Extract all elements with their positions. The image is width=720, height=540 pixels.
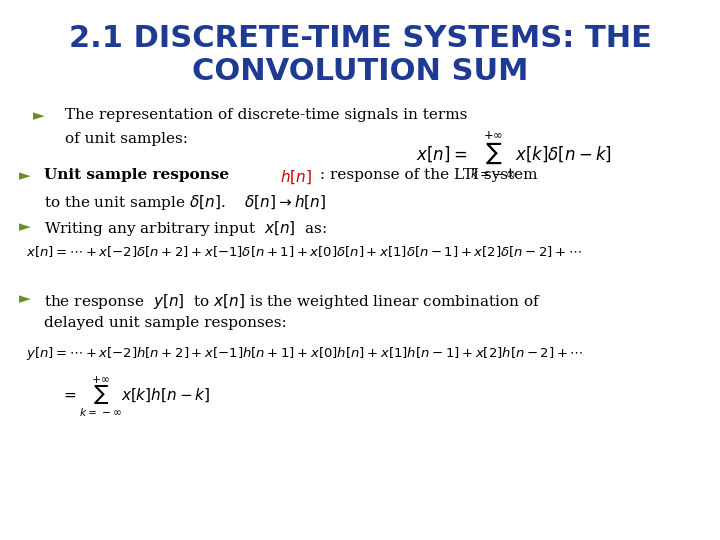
Text: $h[n]$: $h[n]$	[280, 168, 312, 186]
Text: $x[n] = \sum_{k=-\infty}^{+\infty} x[k]\delta[n-k]$: $x[n] = \sum_{k=-\infty}^{+\infty} x[k]\…	[415, 130, 611, 181]
Text: $y[n]=\cdots +x[-2]h[n+2]+x[-1]h[n+1]+x[0]h[n]+x[1]h[n-1]+x[2]h[n-2]+\cdots$: $y[n]=\cdots +x[-2]h[n+2]+x[-1]h[n+1]+x[…	[27, 345, 584, 361]
Text: 2.1 DISCRETE-TIME SYSTEMS: THE: 2.1 DISCRETE-TIME SYSTEMS: THE	[68, 24, 652, 53]
Text: The representation of discrete-time signals in terms: The representation of discrete-time sign…	[65, 108, 467, 122]
Text: ►: ►	[19, 168, 31, 184]
Text: ►: ►	[19, 219, 31, 234]
Text: to the unit sample $\delta[n]$.    $\delta[n] \rightarrow h[n]$: to the unit sample $\delta[n]$. $\delta[…	[44, 193, 326, 212]
Text: of unit samples:: of unit samples:	[65, 132, 188, 146]
Text: CONVOLUTION SUM: CONVOLUTION SUM	[192, 57, 528, 86]
Text: ►: ►	[33, 108, 45, 123]
Text: : response of the LTI system: : response of the LTI system	[315, 168, 537, 183]
Text: Unit sample response: Unit sample response	[44, 168, 234, 183]
Text: $x[n]=\cdots +x[-2]\delta[n+2]+x[-1]\delta[n+1]+x[0]\delta[n]+x[1]\delta[n-1]+x[: $x[n]=\cdots +x[-2]\delta[n+2]+x[-1]\del…	[27, 244, 582, 259]
Text: ►: ►	[19, 292, 31, 307]
Text: $= \sum_{k=-\infty}^{+\infty} x[k]h[n-k]$: $= \sum_{k=-\infty}^{+\infty} x[k]h[n-k]…	[61, 375, 210, 420]
Text: the response  $y[n]$  to $x[n]$ is the weighted linear combination of: the response $y[n]$ to $x[n]$ is the wei…	[44, 292, 541, 310]
Text: Writing any arbitrary input  $x[n]$  as:: Writing any arbitrary input $x[n]$ as:	[44, 219, 327, 238]
Text: delayed unit sample responses:: delayed unit sample responses:	[44, 316, 287, 330]
